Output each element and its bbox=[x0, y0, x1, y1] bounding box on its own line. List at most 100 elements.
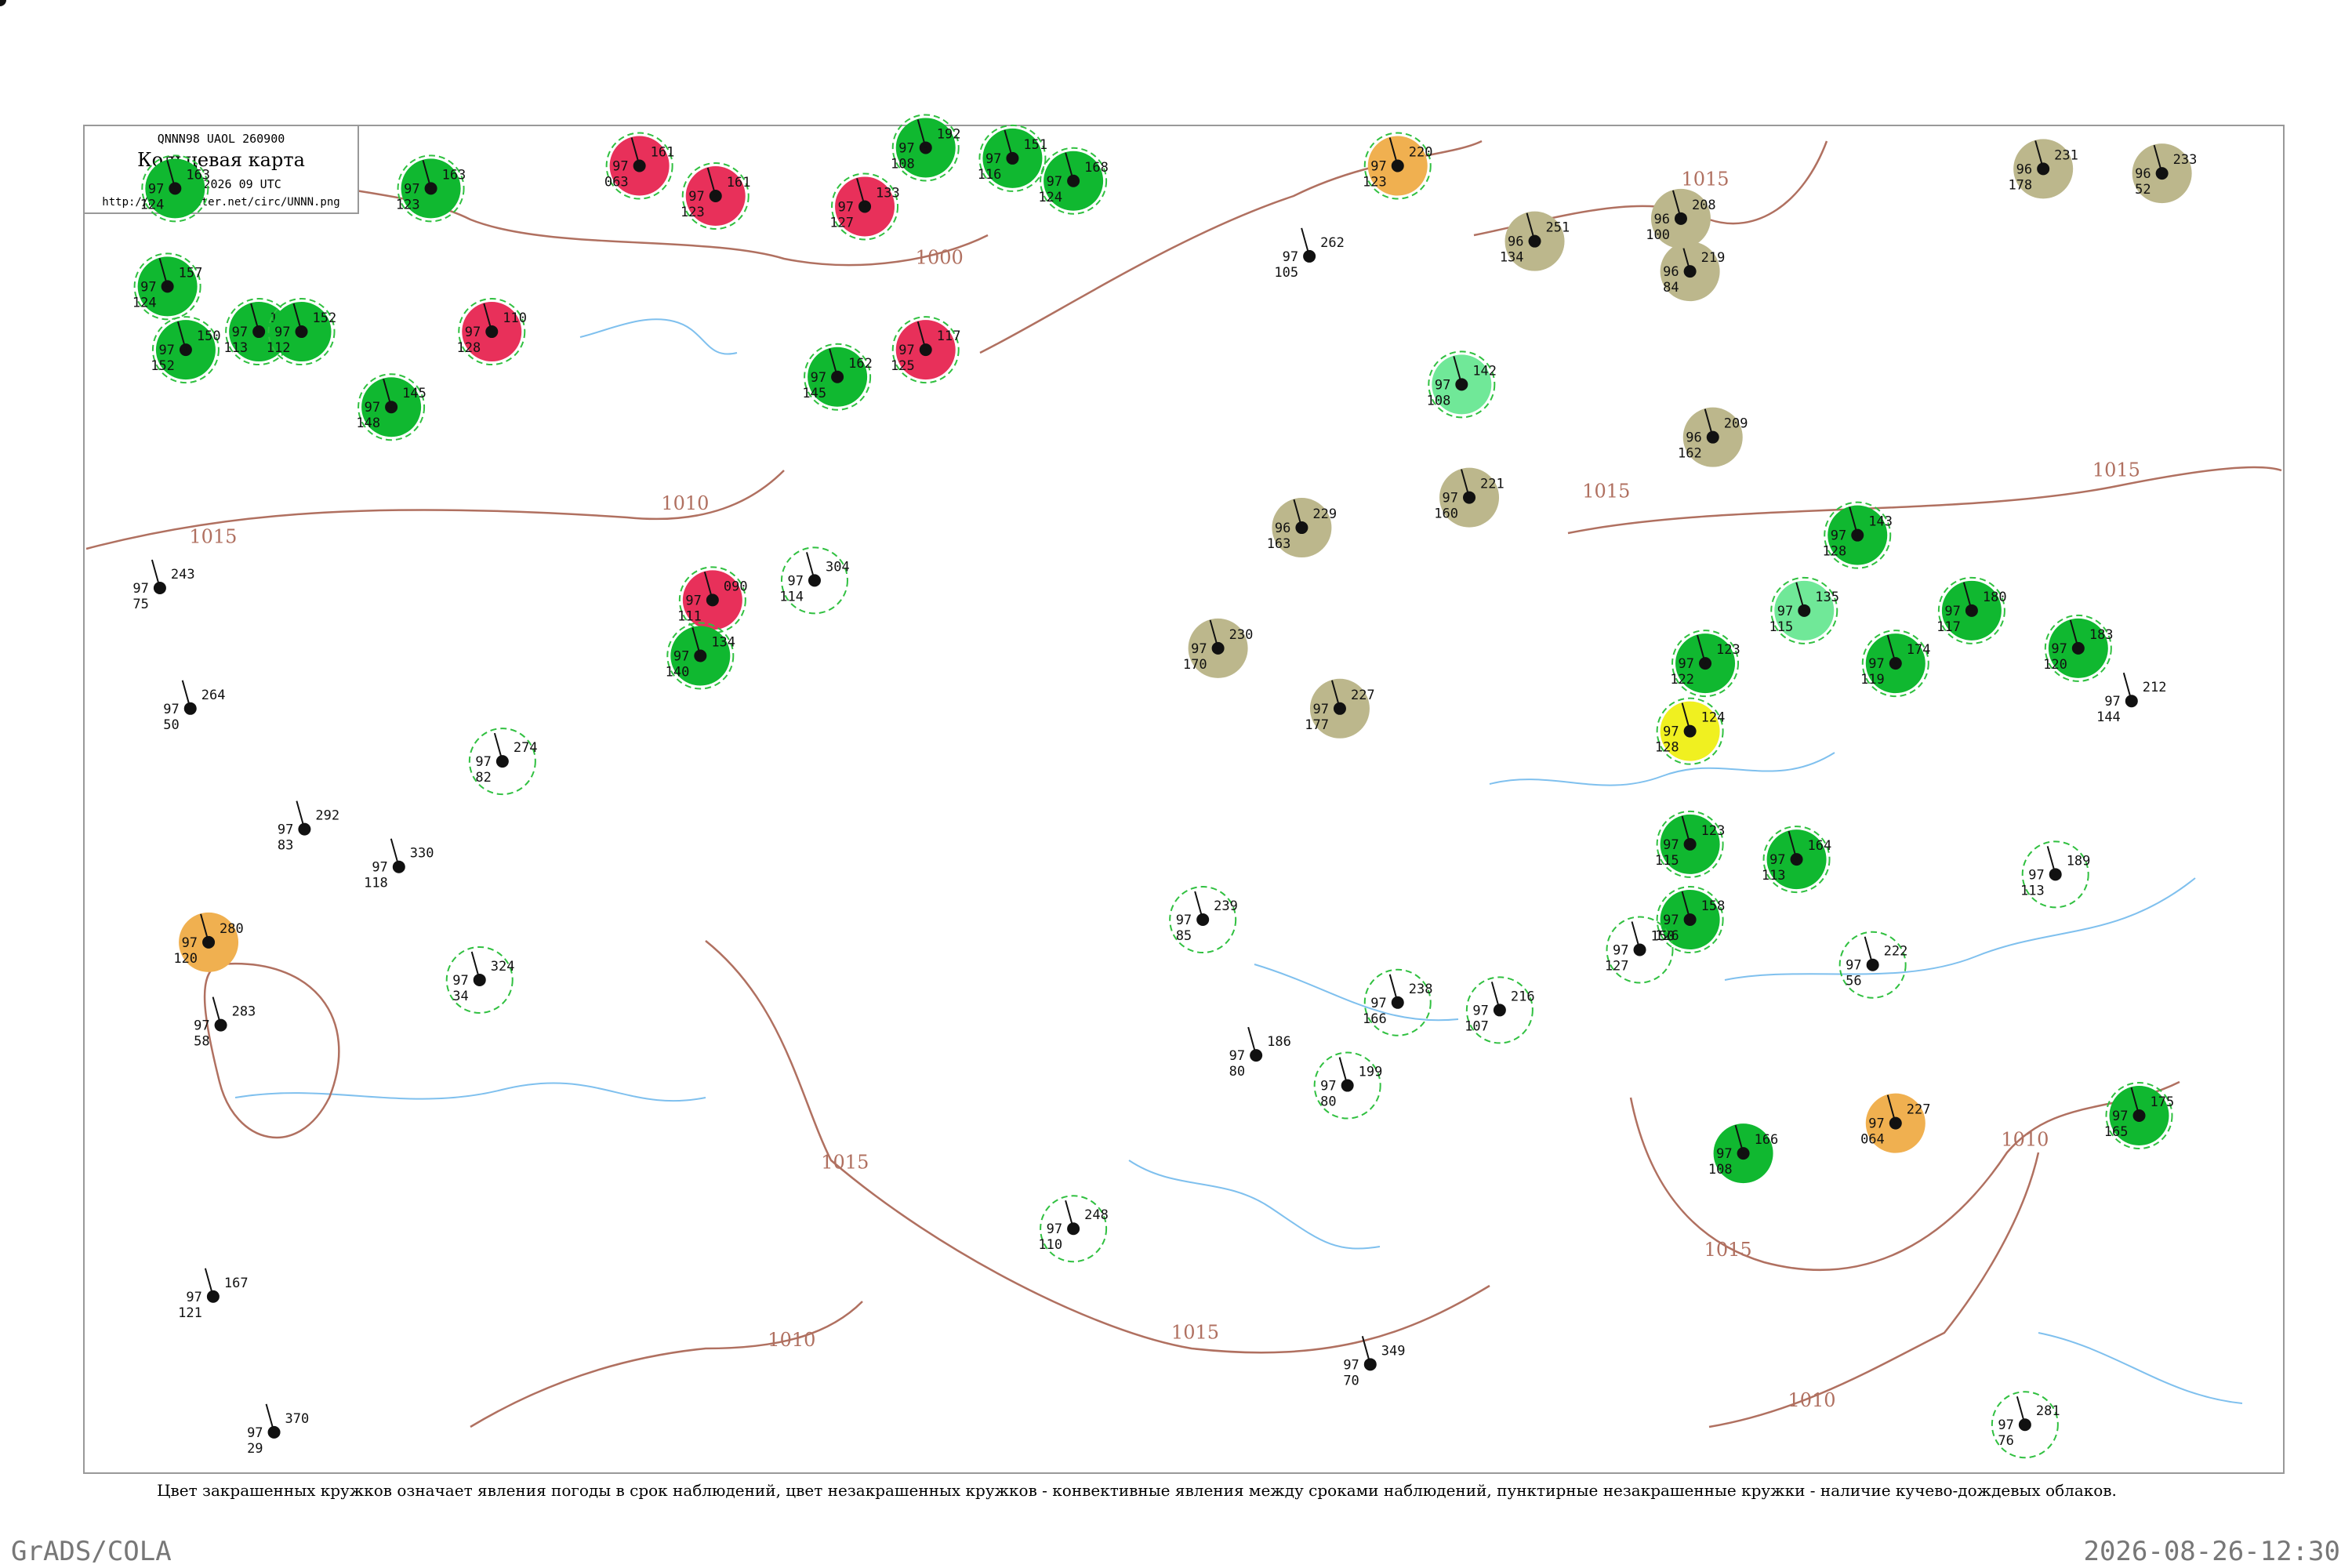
station-pressure: 161 bbox=[727, 175, 751, 191]
station-temp: 97 bbox=[985, 151, 1001, 167]
station-pressure: 251 bbox=[1546, 220, 1570, 236]
station-dew: 166 bbox=[1363, 1011, 1387, 1027]
isobar-label: 1015 bbox=[2092, 459, 2140, 481]
wind-barb bbox=[1453, 356, 1463, 385]
station-pressure: 233 bbox=[2173, 152, 2198, 168]
station-pressure: 164 bbox=[1808, 838, 1832, 854]
wind-barb bbox=[2016, 1396, 2026, 1425]
cb-ring bbox=[605, 132, 673, 200]
cb-ring bbox=[458, 298, 526, 366]
station-pressure: 124 bbox=[1701, 710, 1726, 726]
station-dew: 064 bbox=[1860, 1132, 1885, 1148]
station-pressure: 133 bbox=[876, 185, 900, 201]
station-temp: 97 bbox=[2051, 641, 2067, 657]
station-temp: 97 bbox=[1613, 942, 1628, 958]
station-dew: 111 bbox=[677, 608, 702, 624]
wind-barb bbox=[1361, 1336, 1371, 1365]
station-pressure: 262 bbox=[1320, 235, 1345, 251]
cb-ring bbox=[267, 298, 336, 366]
station-temp: 97 bbox=[685, 593, 701, 608]
station-temp: 97 bbox=[838, 199, 854, 215]
cb-ring bbox=[1428, 350, 1496, 419]
station-temp: 97 bbox=[2104, 694, 2120, 710]
station-temp: 97 bbox=[1443, 491, 1458, 506]
station-dew: 127 bbox=[1605, 958, 1629, 974]
wind-barb bbox=[200, 913, 210, 943]
station-temp: 97 bbox=[1047, 174, 1062, 190]
cb-ring bbox=[2044, 614, 2112, 682]
station-dew: 123 bbox=[1363, 175, 1387, 191]
station-pressure: 209 bbox=[1724, 416, 1748, 432]
station-pressure: 135 bbox=[1815, 590, 1839, 605]
station-pressure: 243 bbox=[171, 567, 195, 583]
cb-ring bbox=[1770, 576, 1838, 644]
wind-barb bbox=[1704, 408, 1714, 437]
station-dew: 117 bbox=[1936, 619, 1961, 635]
isobar-label: 1015 bbox=[1171, 1322, 1219, 1344]
station-temp: 96 bbox=[1686, 430, 1701, 446]
wind-barb bbox=[422, 160, 432, 189]
station-temp: 97 bbox=[140, 279, 156, 295]
station-dew: 148 bbox=[356, 416, 380, 431]
station-temp: 97 bbox=[163, 702, 179, 717]
isobars bbox=[85, 125, 2282, 1428]
station-dew: 119 bbox=[1860, 672, 1885, 688]
wind-barb bbox=[2034, 140, 2045, 169]
station-dew: 177 bbox=[1305, 717, 1329, 733]
wind-barb bbox=[1293, 499, 1303, 528]
station-pressure: 227 bbox=[1907, 1102, 1931, 1118]
station-temp: 96 bbox=[1508, 234, 1523, 250]
wind-barb bbox=[1004, 129, 1014, 159]
wind-barb bbox=[1065, 1200, 1075, 1229]
wind-barb bbox=[856, 178, 866, 207]
station-temp: 97 bbox=[1191, 641, 1207, 657]
station-dew: 163 bbox=[1267, 536, 1291, 552]
cb-ring bbox=[1606, 916, 1674, 984]
station-temp: 97 bbox=[1998, 1417, 2013, 1433]
bulletin-code: QNNN98 UAOL 260900 bbox=[158, 132, 285, 146]
station-dew: 84 bbox=[1663, 280, 1679, 296]
wind-barb bbox=[630, 137, 641, 166]
station-temp: 97 bbox=[1777, 604, 1793, 619]
wind-barb bbox=[1330, 680, 1341, 710]
station-dew: 124 bbox=[140, 197, 165, 212]
rivers bbox=[234, 318, 2243, 1404]
wind-barb bbox=[2122, 672, 2132, 702]
station-pressure: 239 bbox=[1214, 898, 1238, 914]
wind-barb bbox=[470, 951, 481, 981]
station-pressure: 090 bbox=[724, 579, 748, 594]
wind-barb bbox=[916, 321, 927, 350]
caption: Цвет закрашенных кружков означает явлени… bbox=[157, 1481, 2117, 1500]
station-temp: 97 bbox=[1229, 1048, 1245, 1064]
wind-barb bbox=[250, 303, 260, 332]
station-dew: 105 bbox=[1274, 265, 1298, 281]
station-temp: 97 bbox=[898, 140, 914, 156]
station-pressure: 221 bbox=[1480, 477, 1504, 492]
wind-barb bbox=[2069, 619, 2079, 649]
cb-ring bbox=[1313, 1051, 1381, 1120]
station-pressure: 330 bbox=[410, 846, 434, 862]
cb-ring bbox=[133, 252, 201, 321]
wind-barb bbox=[1388, 137, 1399, 166]
station-dew: 113 bbox=[1762, 868, 1786, 884]
station-pressure: 158 bbox=[1701, 898, 1726, 914]
station-temp: 97 bbox=[673, 649, 689, 665]
station-temp: 97 bbox=[404, 181, 419, 197]
cb-ring bbox=[891, 114, 960, 182]
cb-ring bbox=[1656, 886, 1724, 954]
